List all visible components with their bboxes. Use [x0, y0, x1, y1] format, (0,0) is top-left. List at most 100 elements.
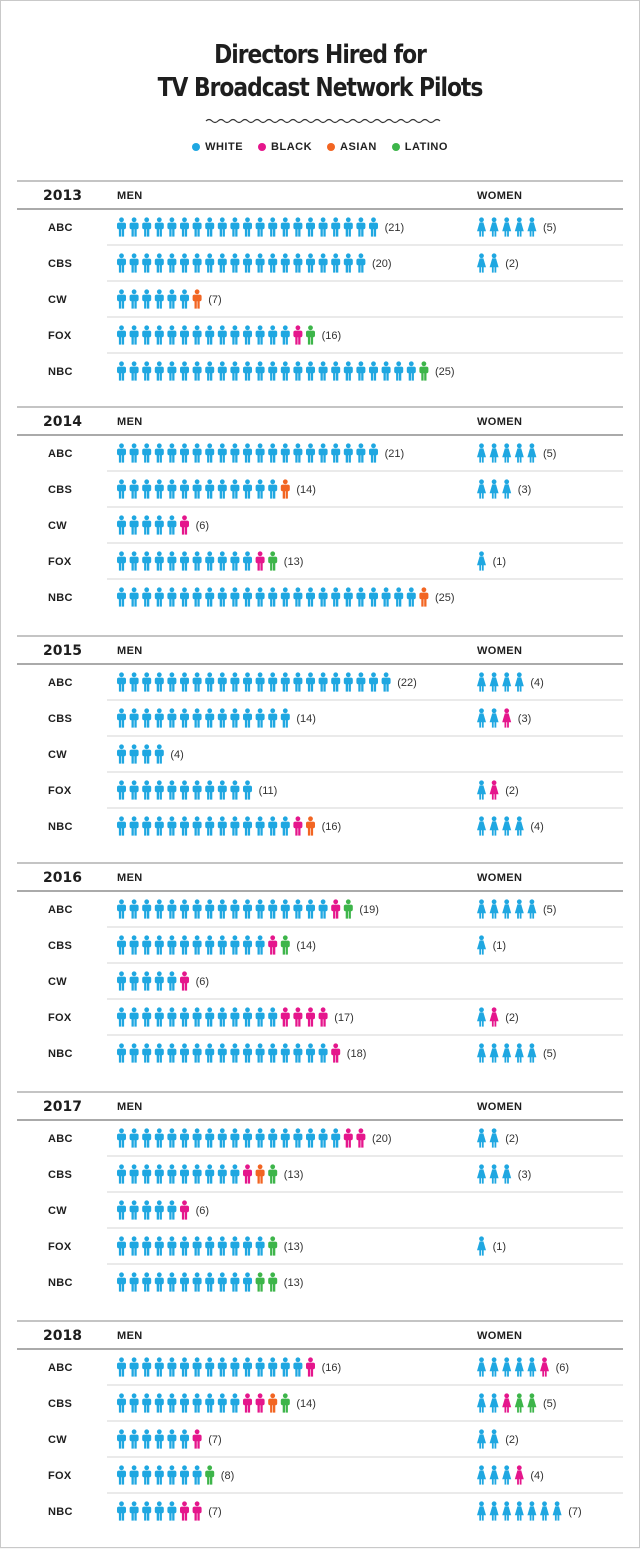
women-count: (1) — [493, 1241, 506, 1253]
man-icon — [331, 672, 341, 692]
network-label: CW — [48, 976, 67, 988]
man-icon — [154, 1429, 164, 1449]
man-icon — [343, 587, 353, 607]
squiggle-line — [205, 118, 441, 124]
network-label: FOX — [48, 1470, 72, 1482]
men-count: (22) — [397, 677, 417, 689]
man-icon — [129, 1357, 139, 1377]
woman-icon — [489, 780, 499, 800]
women-count: (5) — [543, 904, 556, 916]
man-icon — [129, 1164, 139, 1184]
man-icon — [192, 935, 202, 955]
man-icon — [154, 1501, 164, 1521]
woman-icon — [502, 672, 512, 692]
woman-icon — [552, 1501, 562, 1521]
man-icon — [142, 361, 152, 381]
network-label: CBS — [48, 1398, 72, 1410]
man-icon — [192, 1007, 202, 1027]
women-icons — [477, 253, 499, 273]
woman-icon — [489, 1007, 499, 1027]
network-label: ABC — [48, 222, 73, 234]
man-icon — [167, 1164, 177, 1184]
man-icon — [154, 587, 164, 607]
women-icons — [477, 899, 537, 919]
men-count: (25) — [435, 592, 455, 604]
man-icon — [268, 443, 278, 463]
woman-icon — [540, 1357, 549, 1377]
men-count: (14) — [296, 484, 316, 496]
man-icon — [318, 1007, 328, 1027]
men-count: (7) — [208, 1434, 221, 1446]
row-2015-fox: FOX (11) (2) — [48, 771, 623, 800]
legend-label: ASIAN — [340, 141, 377, 153]
man-icon — [243, 780, 252, 800]
man-icon — [129, 935, 139, 955]
man-icon — [129, 1043, 139, 1063]
man-icon — [167, 253, 177, 273]
women-count: (1) — [493, 556, 506, 568]
man-icon — [230, 935, 240, 955]
man-icon — [142, 780, 152, 800]
man-icon — [180, 971, 189, 991]
man-icon — [117, 1429, 126, 1449]
man-icon — [306, 217, 315, 237]
man-icon — [243, 935, 252, 955]
men-icons — [117, 289, 202, 309]
women-icons — [477, 672, 524, 692]
man-icon — [255, 253, 265, 273]
man-icon — [243, 1164, 252, 1184]
chart-title-line-2: TV Broadcast Network Pilots — [157, 73, 484, 103]
man-icon — [217, 1164, 227, 1184]
men-icons — [117, 1007, 328, 1027]
woman-icon — [489, 253, 499, 273]
man-icon — [230, 361, 240, 381]
man-icon — [306, 253, 315, 273]
legend: WHITE BLACK ASIAN LATINO — [1, 141, 639, 153]
man-icon — [167, 325, 177, 345]
man-icon — [192, 325, 202, 345]
man-icon — [280, 672, 290, 692]
man-icon — [117, 971, 126, 991]
man-icon — [154, 971, 164, 991]
man-icon — [142, 1236, 152, 1256]
man-icon — [154, 1393, 164, 1413]
woman-icon — [502, 479, 512, 499]
man-icon — [255, 1007, 265, 1027]
men-icons — [117, 971, 189, 991]
man-icon — [280, 443, 290, 463]
women-icons — [477, 443, 537, 463]
man-icon — [129, 1272, 139, 1292]
man-icon — [255, 1236, 265, 1256]
man-icon — [205, 479, 215, 499]
man-icon — [192, 1429, 202, 1449]
man-icon — [180, 816, 189, 836]
man-icon — [217, 1272, 227, 1292]
row-2013-fox: FOX (16) — [48, 316, 623, 345]
woman-icon — [514, 443, 524, 463]
man-icon — [255, 672, 265, 692]
legend-item-asian: ASIAN — [327, 141, 377, 153]
man-icon — [280, 1357, 290, 1377]
man-icon — [142, 325, 152, 345]
man-icon — [280, 1043, 290, 1063]
women-count: (5) — [543, 222, 556, 234]
man-icon — [230, 1272, 240, 1292]
men-header: MEN — [117, 416, 143, 428]
man-icon — [343, 361, 353, 381]
network-label: NBC — [48, 366, 73, 378]
man-icon — [142, 551, 152, 571]
man-icon — [167, 1357, 177, 1377]
man-icon — [167, 780, 177, 800]
man-icon — [280, 587, 290, 607]
man-icon — [117, 1200, 126, 1220]
man-icon — [117, 1393, 126, 1413]
man-icon — [180, 289, 189, 309]
man-icon — [230, 1007, 240, 1027]
man-icon — [192, 1272, 202, 1292]
man-icon — [192, 253, 202, 273]
network-label: ABC — [48, 677, 73, 689]
man-icon — [192, 1236, 202, 1256]
woman-icon — [502, 1043, 512, 1063]
man-icon — [180, 1272, 189, 1292]
man-icon — [142, 708, 152, 728]
